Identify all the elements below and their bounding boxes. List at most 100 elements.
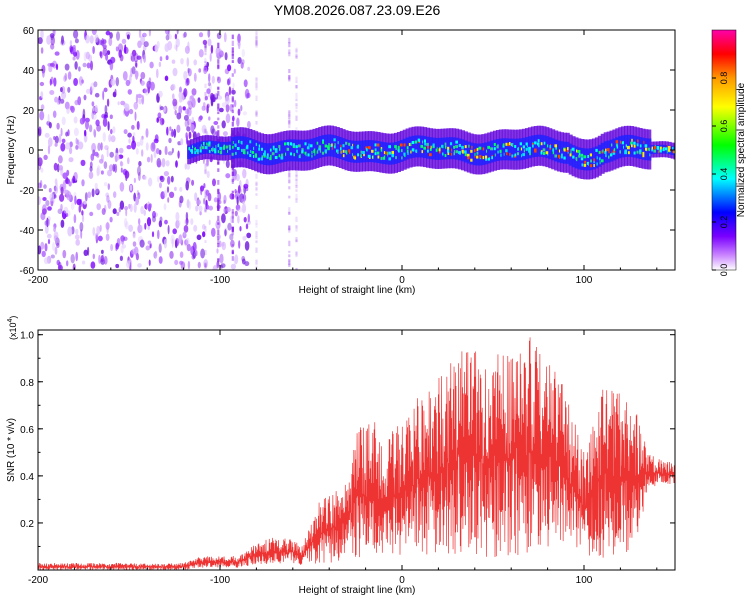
noise-cell	[159, 56, 163, 62]
noise-cell	[69, 40, 73, 46]
band-cell	[484, 142, 489, 165]
noise-cell	[179, 195, 184, 204]
streak-cell	[231, 96, 234, 102]
streak-cell	[231, 87, 234, 94]
x-tick-label: 0	[399, 275, 405, 286]
band-cell	[507, 138, 512, 161]
noise-cell	[214, 92, 218, 98]
noise-cell	[100, 170, 104, 175]
streak-cell	[217, 42, 220, 49]
band-cell	[635, 136, 640, 159]
band-cell	[264, 150, 268, 154]
noise-cell	[223, 208, 226, 214]
noise-cell	[183, 89, 187, 100]
streak-cell	[217, 189, 220, 193]
noise-cell	[203, 102, 206, 108]
noise-cell	[174, 259, 179, 266]
streak-cell	[295, 84, 298, 89]
band-cell	[438, 148, 442, 152]
noise-cell	[47, 113, 50, 123]
noise-cell	[123, 236, 128, 241]
noise-cell	[225, 159, 230, 169]
y-tick-label: -40	[20, 226, 35, 237]
noise-cell	[241, 203, 247, 214]
band-cell	[254, 154, 258, 158]
noise-cell	[69, 147, 73, 155]
streak-cell	[255, 187, 258, 192]
noise-cell	[96, 225, 101, 235]
band-cell	[607, 148, 610, 152]
noise-cell	[114, 155, 118, 163]
noise-cell	[167, 224, 170, 235]
noise-cell	[189, 124, 195, 132]
noise-cell	[68, 157, 74, 163]
streak-cell	[255, 42, 258, 48]
noise-cell	[119, 54, 124, 62]
noise-cell	[126, 145, 132, 150]
band-cell	[297, 139, 302, 162]
streak-cell	[217, 242, 220, 248]
colorbar-ticks: 0.0 0.2 0.4 0.6 0.8	[712, 72, 729, 276]
streak-cell	[255, 40, 258, 45]
band-cell	[466, 153, 470, 157]
noise-cell	[164, 219, 168, 225]
band-cell	[540, 151, 544, 155]
noise-cell	[75, 137, 78, 145]
band-cell	[595, 148, 599, 152]
noise-cell	[54, 246, 58, 255]
snr-trace	[38, 337, 675, 570]
noise-cell	[174, 186, 177, 191]
noise-cell	[187, 67, 190, 74]
noise-cell	[101, 208, 106, 215]
band-cell	[563, 156, 567, 160]
noise-cell	[208, 73, 211, 83]
band-cell	[367, 140, 372, 163]
band-cell	[379, 141, 384, 164]
band-cell	[199, 146, 203, 150]
noise-cell	[47, 144, 51, 155]
noise-cell	[61, 91, 67, 100]
noise-cell	[202, 39, 208, 46]
band-cell	[374, 143, 378, 147]
band-cell	[510, 138, 515, 161]
band-cell	[560, 155, 564, 159]
streak-cell	[204, 44, 207, 48]
noise-cell	[210, 125, 215, 134]
noise-cell	[165, 34, 170, 41]
band-cell	[525, 147, 529, 151]
streak-cell	[204, 68, 207, 71]
band-cell	[571, 147, 575, 151]
noise-cell	[198, 68, 202, 73]
noise-cell	[57, 264, 63, 270]
noise-cell	[148, 259, 151, 266]
noise-cell	[123, 129, 128, 135]
noise-cell	[99, 158, 104, 164]
spectrogram-area	[38, 30, 678, 270]
band-cell	[599, 157, 603, 161]
noise-cell	[88, 171, 94, 179]
noise-cell	[102, 90, 105, 101]
band-cell	[525, 142, 529, 146]
band-cell	[522, 137, 527, 160]
noise-cell	[39, 179, 43, 189]
band-cell	[283, 140, 288, 162]
band-cell	[675, 152, 678, 155]
band-cell	[478, 146, 482, 150]
band-cell	[485, 155, 488, 159]
band-cell	[447, 149, 450, 153]
band-cell	[313, 150, 317, 153]
noise-cell	[118, 206, 122, 213]
band-cell	[505, 149, 509, 153]
band-cell	[641, 137, 646, 160]
y-tick-label: 0.4	[20, 472, 34, 483]
noise-cell	[185, 132, 188, 139]
band-cell	[554, 154, 558, 158]
noise-cell	[156, 160, 162, 168]
band-cell	[376, 151, 380, 155]
band-cell	[301, 149, 305, 153]
noise-cell	[135, 62, 138, 68]
band-cell	[371, 149, 375, 153]
band-cell	[516, 152, 520, 156]
noise-cell	[127, 157, 130, 165]
